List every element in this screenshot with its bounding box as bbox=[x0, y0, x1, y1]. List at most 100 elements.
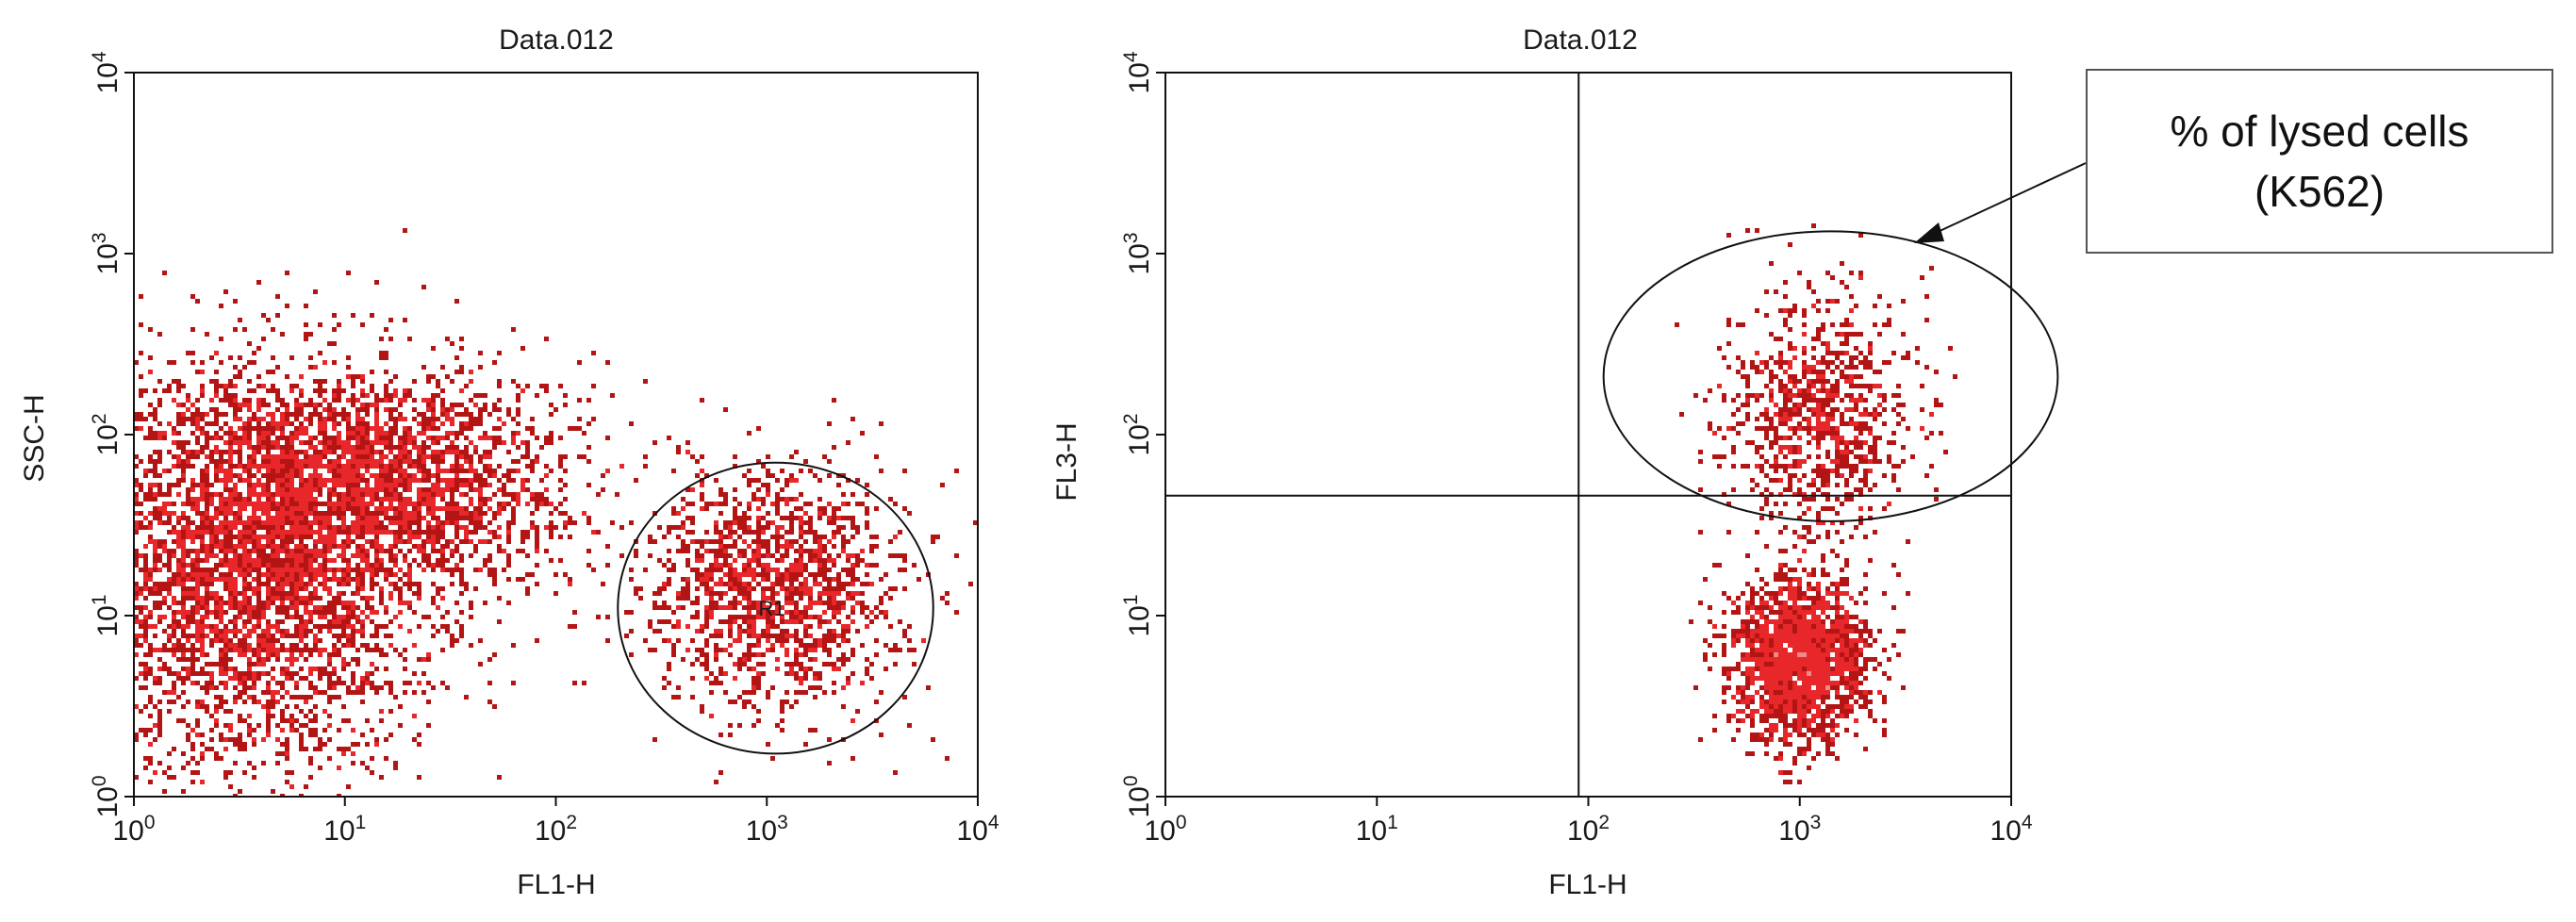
event-dot bbox=[280, 445, 285, 450]
event-dot bbox=[1797, 629, 1802, 634]
event-dot bbox=[355, 591, 360, 596]
event-dot bbox=[855, 478, 860, 483]
event-dot bbox=[143, 766, 148, 770]
event-dot bbox=[195, 634, 200, 638]
event-dot bbox=[157, 487, 162, 492]
event-dot bbox=[1797, 652, 1802, 657]
event-dot bbox=[874, 454, 879, 459]
event-dot bbox=[318, 403, 322, 407]
event-dot bbox=[879, 733, 883, 737]
event-dot bbox=[289, 695, 294, 700]
event-dot bbox=[841, 525, 846, 530]
event-dot bbox=[770, 643, 775, 648]
event-dot bbox=[393, 492, 398, 497]
event-dot bbox=[299, 596, 304, 601]
event-dot bbox=[327, 601, 332, 605]
event-dot bbox=[209, 577, 214, 582]
event-dot bbox=[247, 568, 252, 572]
event-dot bbox=[365, 454, 370, 459]
event-dot bbox=[256, 483, 261, 487]
event-dot bbox=[337, 619, 341, 624]
event-dot bbox=[289, 384, 294, 388]
event-dot bbox=[1854, 718, 1858, 723]
dot-plot-ssc-vs-fl1: Data.012 100 101 102 103 104 100101102103104… bbox=[19, 25, 999, 900]
event-dot bbox=[172, 464, 176, 469]
event-dot bbox=[1854, 601, 1858, 605]
event-dot bbox=[605, 469, 610, 473]
event-dot bbox=[304, 596, 308, 601]
event-dot bbox=[459, 525, 464, 530]
event-dot bbox=[1774, 676, 1778, 681]
event-dot bbox=[813, 558, 817, 563]
event-dot bbox=[379, 351, 384, 355]
event-dot bbox=[591, 417, 596, 421]
event-dot bbox=[252, 568, 256, 572]
event-dot bbox=[860, 610, 865, 615]
event-dot bbox=[766, 553, 770, 558]
event-dot bbox=[238, 374, 242, 379]
event-dot bbox=[285, 374, 289, 379]
event-dot bbox=[228, 469, 233, 473]
event-dot bbox=[478, 525, 483, 530]
event-dot bbox=[327, 723, 332, 728]
event-dot bbox=[360, 596, 365, 601]
event-dot bbox=[341, 497, 346, 502]
event-dot bbox=[728, 520, 733, 525]
event-dot bbox=[365, 511, 370, 516]
event-dot bbox=[487, 657, 492, 662]
event-dot bbox=[280, 332, 285, 337]
event-dot bbox=[751, 629, 756, 634]
event-dot bbox=[445, 502, 450, 506]
event-dot bbox=[318, 502, 322, 506]
event-dot bbox=[681, 506, 685, 511]
event-dot bbox=[478, 412, 483, 417]
event-dot bbox=[247, 403, 252, 407]
event-dot bbox=[275, 398, 280, 403]
event-dot bbox=[497, 384, 502, 388]
event-dot bbox=[794, 516, 799, 520]
event-dot bbox=[1774, 629, 1778, 634]
event-dot bbox=[252, 629, 256, 634]
event-dot bbox=[440, 407, 445, 412]
event-dot bbox=[280, 450, 285, 454]
event-dot bbox=[1821, 657, 1825, 662]
event-dot bbox=[794, 690, 799, 695]
event-dot bbox=[431, 454, 436, 459]
event-dot bbox=[648, 535, 652, 539]
event-dot bbox=[153, 473, 157, 478]
event-dot bbox=[417, 459, 421, 464]
event-dot bbox=[813, 473, 817, 478]
event-dot bbox=[421, 412, 426, 417]
event-dot bbox=[242, 577, 247, 582]
event-dot bbox=[436, 549, 440, 553]
event-dot bbox=[808, 657, 813, 662]
event-dot bbox=[148, 577, 153, 582]
event-dot bbox=[355, 577, 360, 582]
event-dot bbox=[337, 794, 341, 797]
event-dot bbox=[794, 577, 799, 582]
event-dot bbox=[266, 652, 271, 657]
event-dot bbox=[667, 681, 671, 685]
event-dot bbox=[827, 502, 832, 506]
event-dot bbox=[289, 728, 294, 733]
event-dot bbox=[388, 497, 393, 502]
event-dot bbox=[662, 601, 667, 605]
event-dot bbox=[351, 384, 355, 388]
event-dot bbox=[855, 553, 860, 558]
event-dot bbox=[233, 629, 238, 634]
event-dot bbox=[846, 478, 850, 483]
event-dot bbox=[756, 681, 761, 685]
event-dot bbox=[676, 685, 681, 690]
event-dot bbox=[223, 610, 228, 615]
event-dot bbox=[747, 652, 751, 657]
event-dot bbox=[341, 577, 346, 582]
event-dot bbox=[530, 417, 535, 421]
event-dot bbox=[407, 520, 412, 525]
event-dot bbox=[327, 403, 332, 407]
event-dot bbox=[176, 657, 181, 662]
event-dot bbox=[304, 535, 308, 539]
event-dot bbox=[337, 596, 341, 601]
event-dot bbox=[860, 558, 865, 563]
event-dot bbox=[304, 634, 308, 638]
event-dot bbox=[195, 657, 200, 662]
